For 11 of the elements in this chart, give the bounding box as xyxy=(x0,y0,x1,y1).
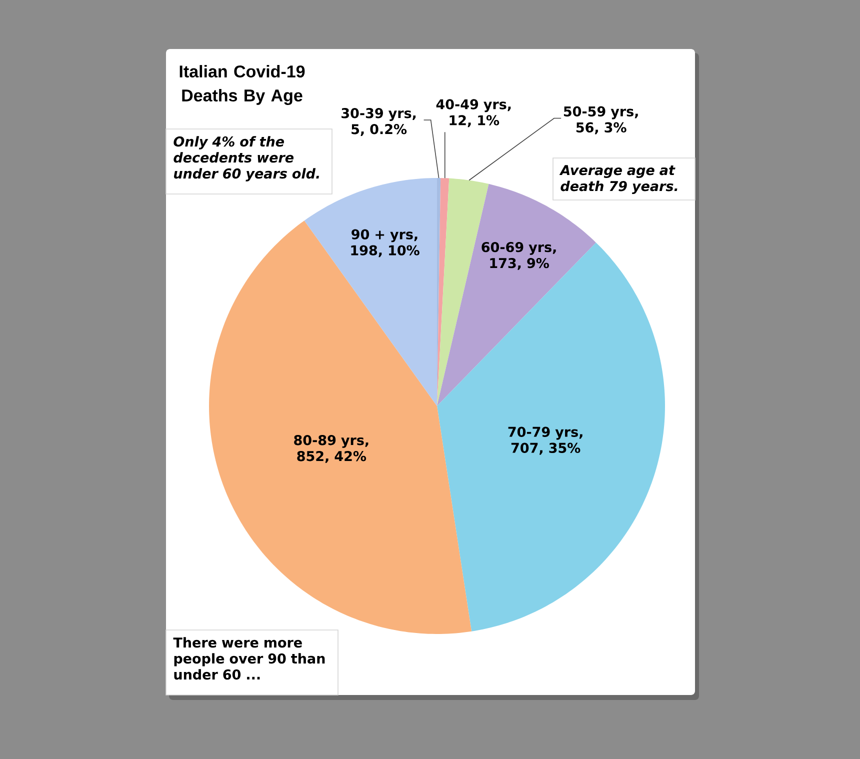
text: Average age at death 79 years. xyxy=(559,165,678,194)
data-label: 50-59 yrs, 56, 3% xyxy=(564,106,638,134)
data-label: 90 + yrs, 198, 10% xyxy=(351,229,420,258)
data-label: 70-79 yrs, 707, 35% xyxy=(508,426,582,455)
data-label: 80-89 yrs, 852, 42% xyxy=(294,434,368,463)
data-label: 40-49 yrs, 12, 1% xyxy=(436,99,511,128)
data-label: 30-39 yrs, 5, 0.2% xyxy=(342,108,416,136)
chart-title: Italian Covid-19 Deaths By Age xyxy=(180,65,305,105)
data-label: 60-69 yrs, 173, 9% xyxy=(482,242,556,270)
text: There were more people over 90 than under 60 ... xyxy=(173,637,325,680)
text: Only 4% of the decedents were under 60 years old. xyxy=(174,136,320,182)
